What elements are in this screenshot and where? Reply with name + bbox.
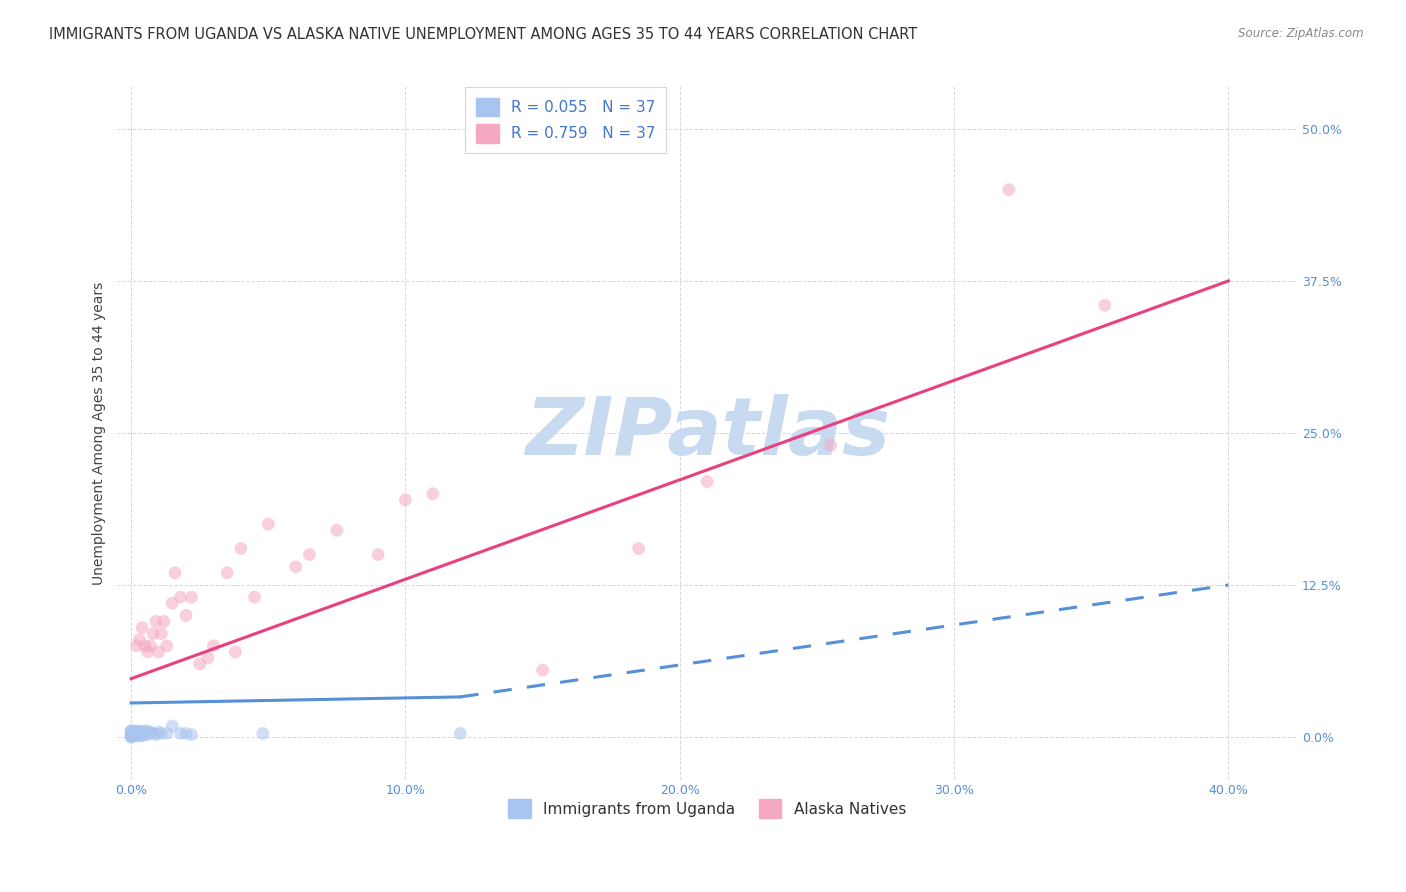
Point [142,626,165,640]
Point [148,645,170,659]
Point [120,723,142,738]
Point [169,726,191,740]
Point [257,517,280,532]
Point [134,723,156,738]
Point [298,548,321,562]
Point [531,663,554,677]
Point [145,615,167,629]
Point [224,645,246,659]
Point [139,725,162,739]
Point [128,729,150,743]
Point [156,639,179,653]
Point [120,728,142,742]
Point [125,639,148,653]
Point [162,596,184,610]
Point [229,541,252,556]
Point [131,621,153,635]
Point [134,639,156,653]
Point [122,729,145,743]
Point [449,726,471,740]
Point [131,725,153,739]
Point [217,566,239,580]
Point [125,729,148,743]
Point [128,726,150,740]
Point [998,183,1021,197]
Point [163,566,186,580]
Legend: Immigrants from Uganda, Alaska Natives: Immigrants from Uganda, Alaska Natives [502,793,912,824]
Point [174,608,197,623]
Text: Source: ZipAtlas.com: Source: ZipAtlas.com [1239,27,1364,40]
Point [120,730,142,744]
Point [122,723,145,738]
Point [128,723,150,738]
Point [134,728,156,742]
Point [120,723,142,738]
Text: ZIPatlas: ZIPatlas [524,394,890,472]
Point [136,645,159,659]
Point [202,639,225,653]
Point [180,728,202,742]
Point [128,632,150,647]
Point [125,723,148,738]
Point [150,726,173,740]
Point [148,725,170,739]
Point [252,726,274,740]
Point [1094,298,1116,312]
Point [394,492,416,507]
Point [136,728,159,742]
Point [120,730,142,744]
Point [627,541,650,556]
Point [153,615,176,629]
Point [125,725,148,739]
Point [125,726,148,740]
Point [122,728,145,742]
Point [284,559,307,574]
Point [169,590,191,604]
Point [150,626,173,640]
Point [156,726,179,740]
Point [696,475,718,489]
Point [145,728,167,742]
Point [120,726,142,740]
Point [820,438,842,452]
Point [422,487,444,501]
Point [174,726,197,740]
Y-axis label: Unemployment Among Ages 35 to 44 years: Unemployment Among Ages 35 to 44 years [93,281,107,584]
Point [139,639,162,653]
Point [180,590,202,604]
Point [120,729,142,743]
Point [122,725,145,739]
Point [142,726,165,740]
Point [188,657,211,671]
Point [326,523,349,537]
Point [197,651,219,665]
Point [136,723,159,738]
Point [243,590,266,604]
Point [131,729,153,743]
Point [122,726,145,740]
Point [162,719,184,733]
Text: IMMIGRANTS FROM UGANDA VS ALASKA NATIVE UNEMPLOYMENT AMONG AGES 35 TO 44 YEARS C: IMMIGRANTS FROM UGANDA VS ALASKA NATIVE … [49,27,918,42]
Point [367,548,389,562]
